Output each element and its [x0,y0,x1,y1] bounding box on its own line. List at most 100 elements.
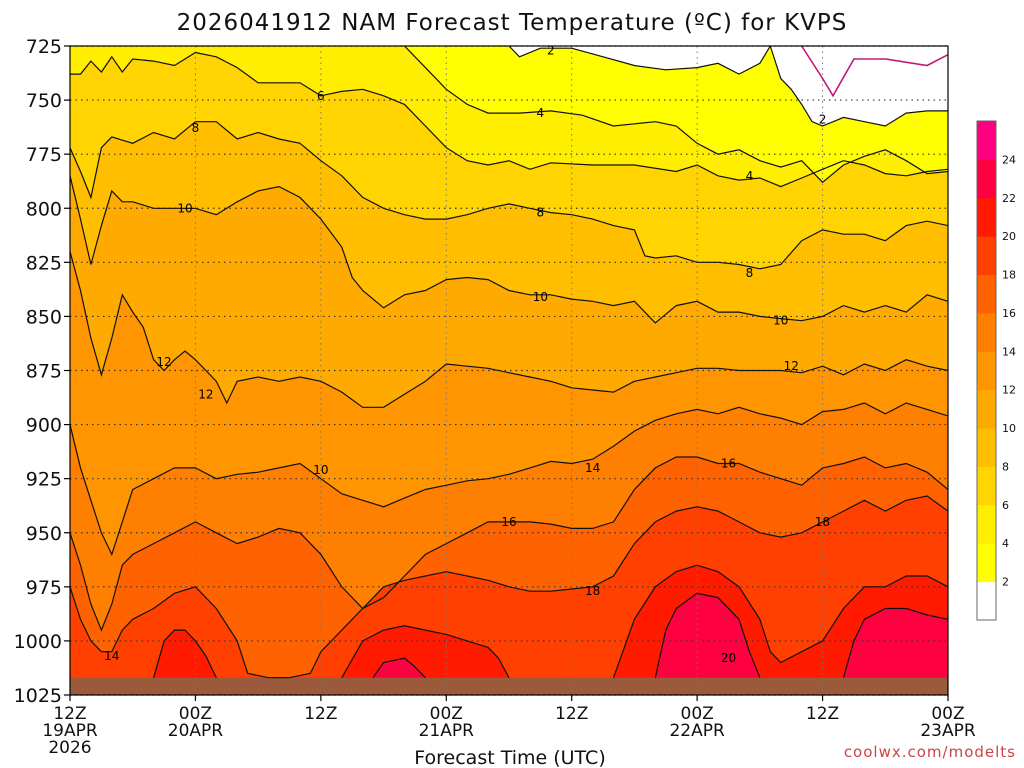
colorbar-frame [976,120,997,621]
colorbar-segment [977,312,996,352]
colorbar-segment [977,389,996,429]
contour-label: 8 [537,206,545,220]
contour-label: 4 [746,169,754,183]
contour-label: 4 [537,106,545,120]
colorbar-label: 2 [1002,576,1009,589]
y-tick-label: 1000 [14,631,62,653]
isotherm-20-11 [341,625,510,678]
y-tick-label: 750 [26,90,62,112]
contour-label: 14 [585,461,600,475]
colorbar-label: 24 [1002,153,1016,166]
y-axis-ticks: 725 750 775 800 825 850 875 900 925 950 975 1000 102… [14,36,70,707]
band-above-22-1 [655,593,760,695]
colorbar-label: 18 [1002,269,1016,282]
colorbar-label: 20 [1002,230,1016,243]
plot-area [70,46,948,696]
colorbar-segment [977,504,996,544]
x-tick-label: 12Z [555,704,588,724]
contour-label: 16 [721,457,736,471]
x-tick-label: 19APR [42,721,98,741]
y-tick-label: 900 [26,415,62,437]
contour-label: 12 [198,387,213,401]
isotherm-4-2 [404,45,949,184]
y-tick-label: 1025 [14,685,62,707]
y-tick-label: 925 [26,469,62,491]
isotherm-22-14 [654,592,761,678]
cool-band-2-0 [509,46,771,75]
colorbar-segment [977,159,996,199]
y-tick-label: 975 [26,577,62,599]
isotherm-20-10 [153,629,217,678]
contour-label: 10 [313,463,328,477]
freezing-line [801,45,949,98]
isotherm-14-7 [69,402,949,557]
terrain [70,677,948,695]
x-axis-label: Forecast Time (UTC) [414,747,605,768]
colorbar-label: 22 [1002,192,1016,205]
colorbar-segment [977,121,996,160]
contour-label: 12 [156,355,171,369]
isotherm-22-15 [842,607,949,678]
colorbar-label: 12 [1002,384,1016,397]
contour-label: 2 [547,43,555,57]
watermark: coolwx.com/modelts [844,743,1016,761]
colorbar-segment [977,236,996,276]
contour-label: 10 [177,201,192,215]
isotherm-6-3 [70,51,949,188]
contour-label: 6 [317,89,325,103]
y-tick-label: 950 [26,523,62,545]
colorbar-segment [977,197,996,237]
x-tick-label: 00Z [430,704,463,724]
contour-label: 14 [104,649,119,663]
x-tick-label: 12Z [53,704,86,724]
colorbar-segment [977,274,996,314]
x-tick-label: 20APR [168,721,224,741]
x-tick-label: 12Z [304,704,337,724]
contour-label: 20 [721,651,736,665]
contour-label: 10 [773,314,788,328]
x-tick-label: 00Z [931,704,964,724]
y-tick-label: 725 [26,36,62,58]
isotherm-2-0 [508,45,771,75]
contour-labels: 2 2 4 4 6 8 8 8 10 10 10 10 12 12 12 14 14 16 16 18 18 20 [104,43,830,665]
isotherm-contours [69,45,949,679]
isotherm-18-9 [69,495,949,679]
isotherm-12-6 [69,251,949,408]
x-tick-label: 12Z [806,704,839,724]
colorbar-label: 14 [1002,345,1016,358]
contour-label: 18 [585,584,600,598]
isotherm-2-1 [769,45,948,127]
x-tick-label: 2026 [48,738,91,758]
isotherm-16-8 [69,456,949,632]
contour-label: 16 [501,515,516,529]
y-tick-label: 775 [26,144,62,166]
chart-title: 2026041912 NAM Forecast Temperature (ºC)… [177,10,848,36]
isotherm-8-4 [69,121,949,270]
colorbar-segment [977,351,996,391]
colorbar-label: 10 [1002,422,1016,435]
x-tick-label: 00Z [179,704,212,724]
colorbar-segment [977,581,996,621]
x-tick-label: 00Z [681,704,714,724]
y-tick-label: 800 [26,198,62,220]
contour-label: 8 [746,266,754,280]
colorbar-label: 4 [1002,537,1009,550]
contour-label: 18 [815,515,830,529]
x-tick-label: 22APR [669,721,725,741]
x-tick-label: 23APR [920,721,976,741]
y-tick-label: 850 [26,306,62,328]
contour-label: 2 [819,113,827,127]
colorbar-segment [977,543,996,583]
y-tick-label: 825 [26,252,62,274]
colorbar-segment [977,428,996,467]
colorbar-label: 16 [1002,307,1016,320]
contour-label: 12 [784,359,799,373]
isotherm-10-5 [69,175,949,324]
y-tick-label: 875 [26,361,62,383]
colorbar-label: 8 [1002,460,1009,473]
x-tick-label: 21APR [419,721,475,741]
isotherm-22-13 [372,657,426,679]
